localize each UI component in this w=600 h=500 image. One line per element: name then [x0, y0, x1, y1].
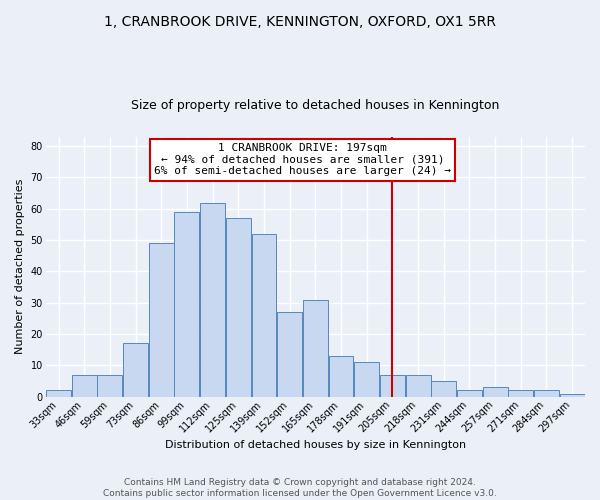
Bar: [72, 374, 97, 396]
Bar: [149, 243, 174, 396]
Bar: [431, 381, 456, 396]
Bar: [560, 394, 584, 396]
Text: Contains HM Land Registry data © Crown copyright and database right 2024.
Contai: Contains HM Land Registry data © Crown c…: [103, 478, 497, 498]
Bar: [277, 312, 302, 396]
Text: 1, CRANBROOK DRIVE, KENNINGTON, OXFORD, OX1 5RR: 1, CRANBROOK DRIVE, KENNINGTON, OXFORD, …: [104, 15, 496, 29]
Bar: [354, 362, 379, 396]
Bar: [380, 374, 405, 396]
X-axis label: Distribution of detached houses by size in Kennington: Distribution of detached houses by size …: [165, 440, 466, 450]
Bar: [457, 390, 482, 396]
Bar: [97, 374, 122, 396]
Y-axis label: Number of detached properties: Number of detached properties: [15, 179, 25, 354]
Bar: [200, 202, 225, 396]
Bar: [329, 356, 353, 397]
Title: Size of property relative to detached houses in Kennington: Size of property relative to detached ho…: [131, 99, 500, 112]
Bar: [534, 390, 559, 396]
Bar: [226, 218, 251, 396]
Bar: [123, 344, 148, 396]
Bar: [46, 390, 71, 396]
Bar: [406, 374, 431, 396]
Bar: [175, 212, 199, 396]
Bar: [508, 390, 533, 396]
Bar: [251, 234, 277, 396]
Text: 1 CRANBROOK DRIVE: 197sqm
← 94% of detached houses are smaller (391)
6% of semi-: 1 CRANBROOK DRIVE: 197sqm ← 94% of detac…: [154, 143, 451, 176]
Bar: [482, 388, 508, 396]
Bar: [303, 300, 328, 396]
